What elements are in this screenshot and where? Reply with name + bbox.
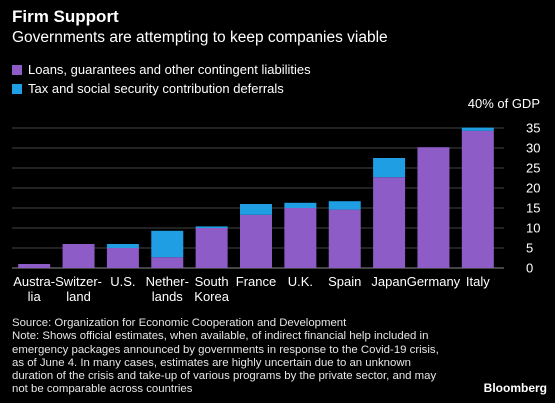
bar-loans	[62, 244, 95, 268]
bar-deferrals	[284, 202, 317, 208]
bar-deferrals	[151, 230, 184, 258]
x-tick-label: Austra-	[13, 274, 55, 289]
x-tick-label: Germany	[407, 274, 461, 289]
bar-loans	[106, 248, 139, 268]
bar-loans	[328, 209, 361, 268]
y-axis-unit-label: 40% of GDP	[468, 96, 540, 111]
y-tick-label: 20	[526, 181, 540, 196]
bar-deferrals	[106, 244, 139, 248]
chart-title: Firm Support	[12, 7, 119, 26]
bar-loans	[240, 214, 272, 268]
bar-deferrals	[195, 226, 228, 228]
chart-subtitle: Governments are attempting to keep compa…	[12, 29, 388, 46]
bloomberg-logo: Bloomberg	[483, 381, 547, 395]
bar-deferrals	[461, 127, 494, 131]
x-tick-label: U.S.	[110, 274, 135, 289]
bar-loans	[18, 264, 51, 268]
legend-label-loans: Loans, guarantees and other contingent l…	[28, 62, 311, 77]
footnote: Source: Organization for Economic Cooper…	[12, 317, 452, 397]
legend: Loans, guarantees and other contingent l…	[12, 60, 311, 98]
bar-loans	[373, 177, 406, 268]
x-tick-label: Korea	[194, 289, 229, 304]
y-tick-label: 15	[526, 201, 540, 216]
y-tick-label: 35	[526, 121, 540, 136]
bar-loans	[284, 208, 317, 268]
bar-loans	[151, 257, 184, 268]
x-tick-label: land	[66, 289, 91, 304]
y-tick-label: 5	[526, 241, 533, 256]
x-tick-label: Japan	[371, 274, 406, 289]
note-text: Note: Shows official estimates, when ava…	[12, 330, 439, 396]
legend-item-loans: Loans, guarantees and other contingent l…	[12, 60, 311, 79]
x-tick-label: lands	[152, 289, 184, 304]
y-tick-label: 10	[526, 221, 540, 236]
source-text: Source: Organization for Economic Cooper…	[12, 317, 347, 329]
bar-deferrals	[328, 201, 361, 210]
legend-swatch-deferrals	[12, 83, 22, 94]
bar-deferrals	[373, 158, 406, 178]
bar-loans	[461, 130, 494, 268]
x-tick-label: Italy	[466, 274, 490, 289]
y-tick-label: 0	[526, 261, 533, 276]
x-tick-label: Spain	[328, 274, 361, 289]
x-tick-label: Switzer-	[55, 274, 102, 289]
y-tick-label: 30	[526, 141, 540, 156]
x-tick-label: South	[195, 274, 229, 289]
x-tick-label: France	[236, 274, 276, 289]
legend-swatch-loans	[12, 64, 22, 75]
x-tick-label: lia	[28, 289, 42, 304]
bar-deferrals	[240, 204, 272, 215]
legend-item-deferrals: Tax and social security contribution def…	[12, 79, 311, 98]
x-tick-label: Nether-	[146, 274, 189, 289]
bar-loans	[195, 228, 228, 268]
x-tick-label: U.K.	[288, 274, 313, 289]
legend-label-deferrals: Tax and social security contribution def…	[28, 81, 284, 96]
y-tick-label: 25	[526, 161, 540, 176]
bar-loans	[417, 147, 450, 268]
